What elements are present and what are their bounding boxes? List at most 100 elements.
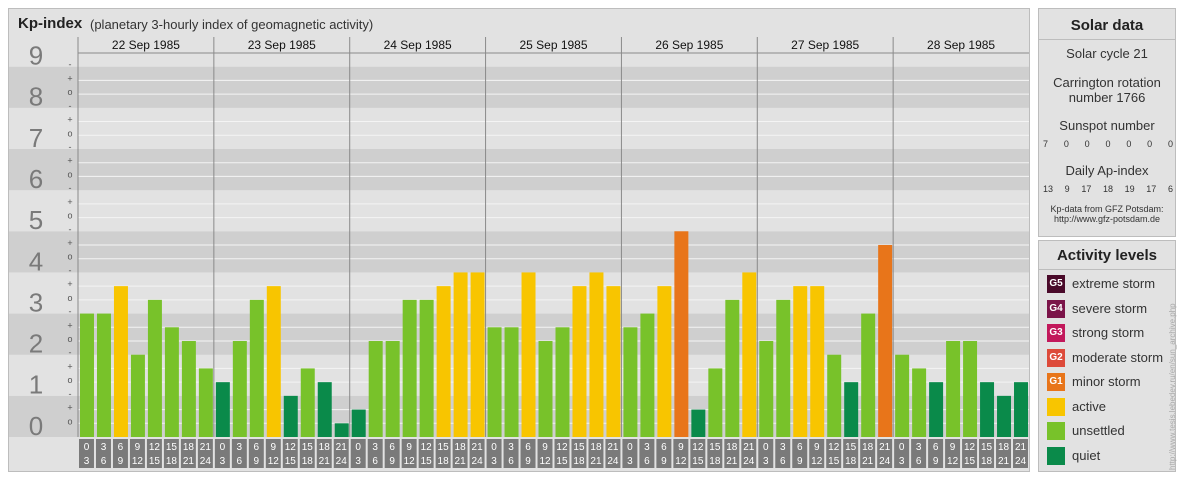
hour-label-end: 24	[743, 456, 755, 467]
hour-label-start: 9	[271, 442, 277, 453]
hour-label-end: 18	[845, 456, 857, 467]
date-label: 25 Sep 1985	[519, 38, 587, 52]
hour-label-bg	[945, 439, 961, 468]
hour-label-end: 3	[763, 456, 769, 467]
sunspot-value: 0	[1126, 139, 1132, 149]
hour-label-end: 15	[692, 456, 704, 467]
y-tick-label: 2	[29, 329, 43, 359]
hour-label-start: 12	[285, 442, 297, 453]
y-tick-label: 0	[29, 411, 43, 441]
sunspot-value: 0	[1147, 139, 1153, 149]
hour-label-start: 15	[573, 442, 585, 453]
hour-label-start: 15	[709, 442, 721, 453]
hour-label-end: 15	[556, 456, 568, 467]
kp-bar	[164, 327, 179, 437]
hour-label-bg	[367, 439, 383, 468]
kp-bar	[589, 272, 604, 437]
hour-label-start: 9	[950, 442, 956, 453]
hour-label-end: 9	[254, 456, 260, 467]
ap-value: 18	[1102, 184, 1113, 194]
solar-cycle: Solar cycle 21	[1066, 46, 1148, 61]
date-label: 28 Sep 1985	[927, 38, 995, 52]
hour-label-end: 15	[421, 456, 433, 467]
kp-bar	[623, 327, 638, 437]
data-source-line1: Kp-data from GFZ Potsdam:	[1050, 204, 1164, 214]
kp-bar	[776, 299, 791, 437]
hour-label-bg	[911, 439, 927, 468]
kp-bar	[385, 341, 400, 437]
kp-bar	[300, 368, 315, 437]
kp-bar	[861, 313, 876, 437]
legend-swatch	[1047, 422, 1065, 440]
hour-label-start: 6	[933, 442, 939, 453]
hour-label-end: 24	[472, 456, 484, 467]
hour-label-bg	[537, 439, 553, 468]
kp-bar	[844, 382, 859, 437]
hour-label-start: 3	[237, 442, 243, 453]
hour-label-bg	[95, 439, 111, 468]
sub-tick-label: o	[67, 334, 72, 344]
sunspot-value: 0	[1084, 139, 1090, 149]
kp-bar	[929, 382, 944, 437]
hour-label-end: 3	[491, 456, 497, 467]
data-source-link[interactable]: http://www.gfz-potsdam.de	[1053, 214, 1161, 224]
carrington-rotation-line2: number 1766	[1068, 90, 1146, 105]
plot-band	[78, 107, 1029, 149]
hour-label-bg	[826, 439, 842, 468]
hour-label-start: 21	[1015, 442, 1027, 453]
sunspot-value: 7	[1043, 139, 1049, 149]
kp-bar	[266, 286, 281, 437]
hour-label-start: 12	[556, 442, 568, 453]
legend-item: quiet	[1047, 446, 1175, 465]
hour-label-end: 9	[661, 456, 667, 467]
sub-tick-label: o	[67, 128, 72, 138]
legend-item: G4 severe storm	[1047, 299, 1175, 318]
kp-bar	[657, 286, 672, 437]
hour-label-bg	[520, 439, 536, 468]
y-label-band	[9, 190, 78, 232]
legend-item: G1 minor storm	[1047, 373, 1175, 391]
legend-swatch: G3	[1047, 324, 1065, 342]
kp-index-panel: Kp-index (planetary 3-hourly index of ge…	[8, 8, 1030, 472]
hour-label-start: 15	[166, 442, 178, 453]
sub-tick-label: -	[69, 389, 72, 399]
plot-band	[78, 66, 1029, 108]
kp-bar	[793, 286, 808, 437]
sub-tick-label: o	[67, 416, 72, 426]
hour-label-start: 0	[763, 442, 769, 453]
kp-bar	[419, 299, 434, 437]
sub-tick-label: -	[69, 307, 72, 317]
hour-label-end: 15	[964, 456, 976, 467]
hour-label-end: 6	[101, 456, 107, 467]
y-label-band	[9, 107, 78, 149]
ap-value: 6	[1167, 184, 1173, 194]
hour-label-bg	[962, 439, 978, 468]
hour-label-start: 3	[644, 442, 650, 453]
hour-label-start: 15	[302, 442, 314, 453]
hour-label-start: 3	[101, 442, 107, 453]
kp-bar	[572, 286, 587, 437]
legend-item: G2 moderate storm	[1047, 348, 1175, 367]
hour-label-start: 9	[678, 442, 684, 453]
y-tick-label: 3	[29, 287, 43, 317]
y-label-band	[9, 66, 78, 108]
hour-label-bg	[146, 439, 162, 468]
hour-label-start: 0	[899, 442, 905, 453]
hour-label-start: 12	[964, 442, 976, 453]
legend-swatch: G4	[1047, 299, 1065, 318]
legend-label: quiet	[1072, 447, 1101, 463]
solar-panel-divider	[1039, 39, 1175, 40]
legend-swatch: G5	[1047, 275, 1065, 293]
hour-label-bg	[843, 439, 859, 468]
kp-bar	[130, 354, 145, 437]
hour-label-bg	[792, 439, 808, 468]
kp-bar	[181, 341, 196, 437]
kp-bar	[368, 341, 383, 437]
hour-label-start: 21	[607, 442, 619, 453]
sub-tick-label: -	[69, 224, 72, 234]
y-tick-label: 1	[29, 370, 43, 400]
carrington-rotation-line1: Carrington rotation	[1053, 75, 1161, 90]
kp-bar	[334, 423, 349, 437]
activity-levels-panel: Activity levels G5 extreme storm G4 severe …	[1038, 240, 1176, 472]
kp-bar	[555, 327, 570, 437]
